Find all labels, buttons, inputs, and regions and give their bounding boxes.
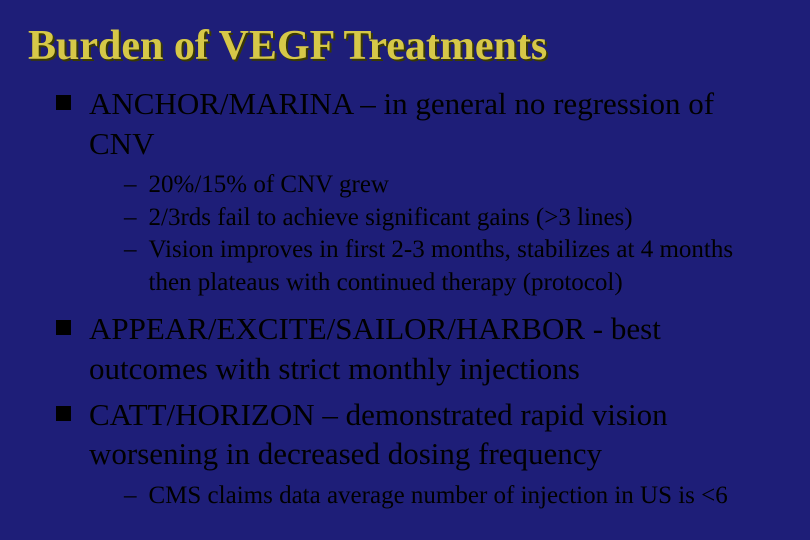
bullet-level1: CATT/HORIZON – demonstrated rapid vision… [56,395,782,474]
square-bullet-icon [56,320,71,335]
bullet-text: 20%/15% of CNV grew [149,169,389,202]
bullet-level1: APPEAR/EXCITE/SAILOR/HARBOR - best outco… [56,309,782,388]
bullet-text: APPEAR/EXCITE/SAILOR/HARBOR - best outco… [89,309,782,388]
bullet-level2: – 2/3rds fail to achieve significant gai… [124,202,782,235]
bullet-text: CMS claims data average number of inject… [149,480,728,513]
slide-title: Burden of VEGF Treatments [28,22,782,70]
bullet-level1: ANCHOR/MARINA – in general no regression… [56,84,782,163]
dash-bullet-icon: – [124,480,137,513]
dash-bullet-icon: – [124,234,137,267]
bullet-text: CATT/HORIZON – demonstrated rapid vision… [89,395,782,474]
bullet-level2: – CMS claims data average number of inje… [124,480,782,513]
dash-bullet-icon: – [124,169,137,202]
square-bullet-icon [56,406,71,421]
bullet-text: ANCHOR/MARINA – in general no regression… [89,84,782,163]
bullet-text: Vision improves in first 2-3 months, sta… [149,234,783,299]
dash-bullet-icon: – [124,202,137,235]
bullet-level2: – Vision improves in first 2-3 months, s… [124,234,782,299]
bullet-level2: – 20%/15% of CNV grew [124,169,782,202]
square-bullet-icon [56,95,71,110]
bullet-text: 2/3rds fail to achieve significant gains… [149,202,633,235]
